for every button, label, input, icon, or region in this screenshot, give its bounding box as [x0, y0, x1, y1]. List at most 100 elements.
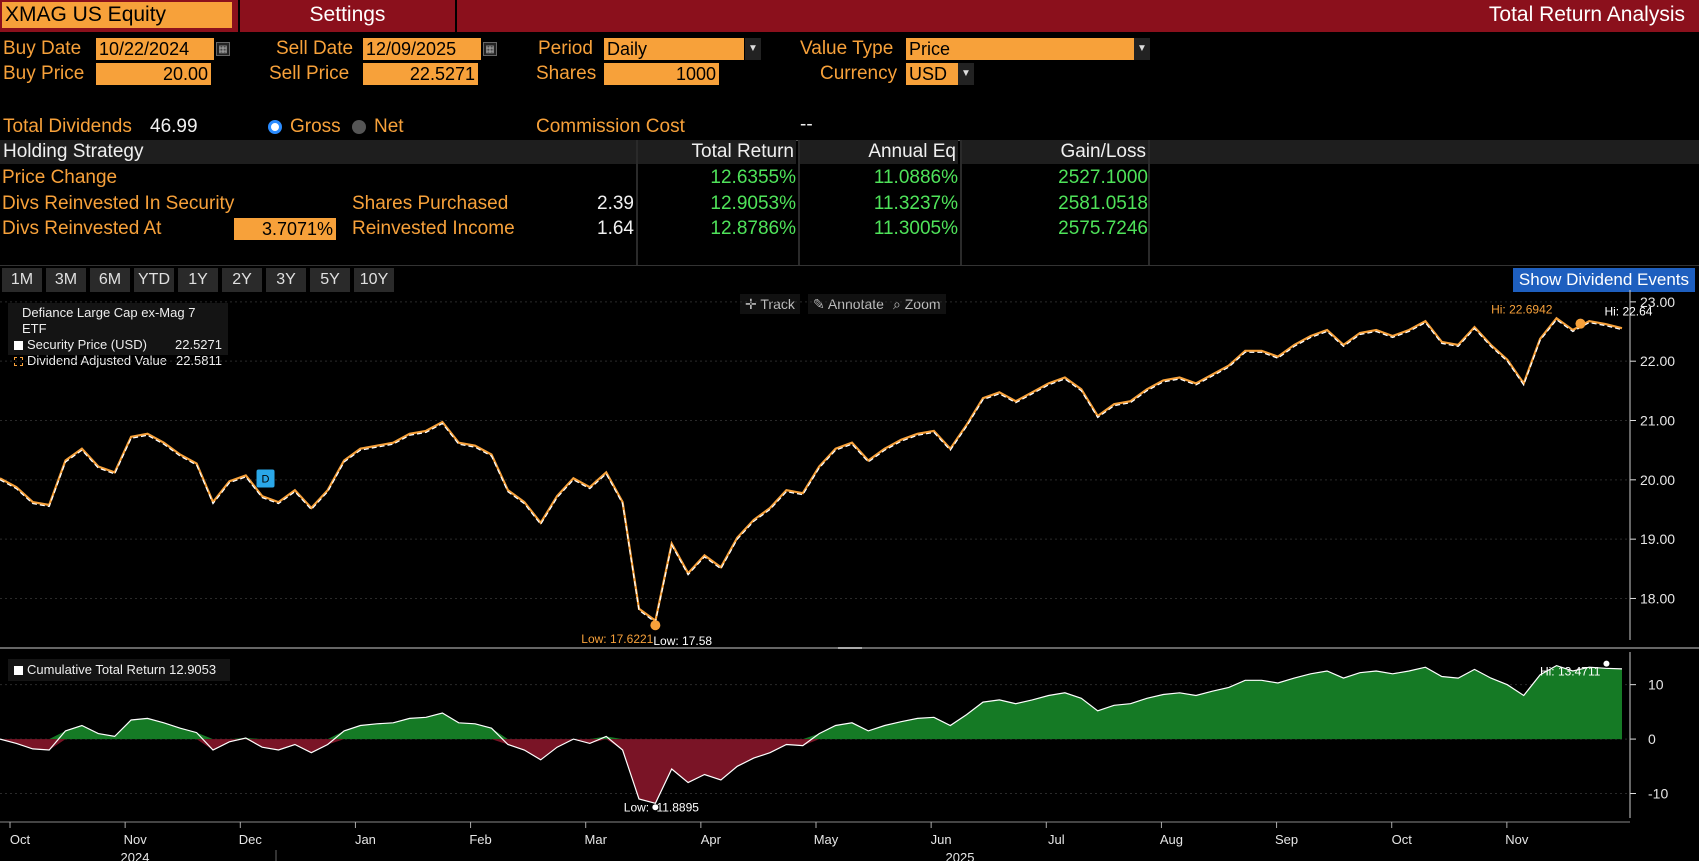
- price-chart-legend: Defiance Large Cap ex-Mag 7 ETF Security…: [8, 303, 228, 368]
- return-high-marker: [1603, 660, 1610, 667]
- y-tick-label: 19.00: [1640, 531, 1675, 547]
- table-cell-annual-eq: 11.3005%: [873, 218, 958, 239]
- legend-series-name: Cumulative Total Return: [27, 662, 166, 677]
- return-chart-legend: Cumulative Total Return 12.9053: [8, 659, 230, 681]
- calendar-icon[interactable]: ▦: [216, 42, 230, 56]
- x-tick-label: Jun: [931, 832, 952, 847]
- range-2y-button[interactable]: 2Y: [222, 268, 262, 292]
- y-tick-label: 20.00: [1640, 472, 1675, 488]
- y-tick-label: 18.00: [1640, 590, 1675, 606]
- sell-date-field[interactable]: 12/09/2025: [363, 38, 481, 60]
- table-cell-gain-loss: 2581.0518: [1058, 193, 1148, 214]
- value-type-select[interactable]: Price: [906, 38, 1134, 60]
- reinvested-income-label: Reinvested Income: [352, 218, 515, 239]
- return-low-label: Low: -11.8895: [624, 800, 699, 814]
- column-divider: [798, 140, 800, 266]
- annotate-label: Annotate: [827, 296, 884, 312]
- table-cell-annual-eq: 11.0886%: [873, 167, 958, 188]
- calendar-icon[interactable]: ▦: [483, 42, 497, 56]
- annotate-tool[interactable]: ✎ Annotate: [808, 294, 889, 314]
- legend-series-name: Dividend Adjusted Value: [27, 353, 167, 368]
- show-dividend-events-button[interactable]: Show Dividend Events: [1512, 268, 1695, 292]
- x-tick-label: Jan: [355, 832, 376, 847]
- legend-swatch: [14, 341, 23, 351]
- y-tick-label: 23.00: [1640, 294, 1675, 310]
- sell-price-label: Sell Price: [269, 63, 350, 84]
- x-tick-label: Aug: [1160, 832, 1183, 847]
- y-tick-label: -10: [1648, 786, 1668, 802]
- settings-tab[interactable]: Settings: [238, 0, 457, 32]
- legend-item: Dividend Adjusted Value 22.5811: [14, 353, 222, 369]
- sell-price-field[interactable]: 22.5271: [363, 63, 478, 85]
- total-dividends-value: 46.99: [150, 116, 198, 137]
- y-tick-label: 0: [1648, 731, 1656, 747]
- low-adjusted-label: Low: 17.6221: [581, 632, 653, 646]
- range-10y-button[interactable]: 10Y: [354, 268, 394, 292]
- buy-date-field[interactable]: 10/22/2024: [96, 38, 214, 60]
- high-point-marker: [1575, 318, 1586, 329]
- y-tick-label: 22.00: [1640, 353, 1675, 369]
- shares-purchased-value: 2.39: [597, 193, 634, 214]
- buy-date-label: Buy Date: [3, 38, 82, 59]
- x-tick-label: Feb: [469, 832, 491, 847]
- ticker-input[interactable]: XMAG US Equity: [2, 2, 232, 28]
- table-cell-gain-loss: 2575.7246: [1058, 218, 1148, 239]
- net-radio[interactable]: [352, 120, 366, 134]
- x-tick-label: Sep: [1275, 832, 1298, 847]
- gross-label: Gross: [290, 116, 341, 137]
- x-year-label: 2024: [121, 850, 150, 861]
- range-5y-button[interactable]: 5Y: [310, 268, 350, 292]
- range-1y-button[interactable]: 1Y: [178, 268, 218, 292]
- header-spacer: [1150, 140, 1699, 164]
- reinvested-income-value: 1.64: [597, 218, 634, 239]
- commission-value: --: [800, 114, 813, 135]
- period-label: Period: [538, 38, 593, 59]
- x-tick-label: Nov: [124, 832, 148, 847]
- x-tick-label: Dec: [239, 832, 263, 847]
- return-area-positive: [0, 665, 1622, 740]
- buy-price-field[interactable]: 20.00: [96, 63, 211, 85]
- x-tick-label: Mar: [585, 832, 608, 847]
- high-adjusted-label: Hi: 22.6942: [1491, 303, 1553, 317]
- range-6m-button[interactable]: 6M: [90, 268, 130, 292]
- track-label: Track: [760, 296, 795, 312]
- legend-item: Security Price (USD) 22.5271: [14, 337, 222, 353]
- range-1m-button[interactable]: 1M: [2, 268, 42, 292]
- header-annual-eq: Annual Eq: [800, 140, 958, 164]
- range-3m-button[interactable]: 3M: [46, 268, 86, 292]
- column-divider: [1148, 140, 1150, 266]
- currency-select[interactable]: USD: [906, 63, 958, 85]
- dividend-adjusted-line: [0, 316, 1623, 623]
- chevron-down-icon[interactable]: ▼: [958, 63, 974, 85]
- legend-swatch: [14, 357, 23, 367]
- sell-date-label: Sell Date: [276, 38, 354, 59]
- legend-series-name: Security Price (USD): [27, 337, 147, 352]
- period-select[interactable]: Daily: [604, 38, 744, 60]
- chevron-down-icon[interactable]: ▼: [745, 38, 761, 60]
- track-tool[interactable]: ✛ Track: [740, 294, 800, 314]
- zoom-label: Zoom: [904, 296, 941, 312]
- low-point-marker: [650, 620, 661, 631]
- x-tick-label: Nov: [1505, 832, 1529, 847]
- range-3y-button[interactable]: 3Y: [266, 268, 306, 292]
- price-y-axis: 23.00 22.00 21.00 20.00 19.00 18.00: [1629, 290, 1675, 640]
- title-bar: [0, 0, 1699, 32]
- strategy-price-change: Price Change: [2, 167, 118, 188]
- reinvest-rate-field[interactable]: 3.7071%: [234, 218, 336, 240]
- zoom-tool[interactable]: ⌕ Zoom: [888, 294, 946, 314]
- legend-swatch: [14, 666, 23, 676]
- chevron-down-icon[interactable]: ▼: [1134, 38, 1150, 60]
- shares-field[interactable]: 1000: [604, 63, 719, 85]
- table-cell-gain-loss: 2527.1000: [1058, 167, 1148, 188]
- x-tick-label: Oct: [1392, 832, 1413, 847]
- column-divider: [636, 140, 638, 266]
- y-tick-label: 10: [1648, 677, 1664, 693]
- pencil-icon: ✎: [813, 296, 825, 312]
- range-ytd-button[interactable]: YTD: [134, 268, 174, 292]
- x-tick-label: Apr: [701, 832, 722, 847]
- table-cell-total-return: 12.9053%: [710, 193, 796, 214]
- gross-radio[interactable]: [268, 120, 282, 134]
- header-total-return: Total Return: [638, 140, 796, 164]
- return-low-marker: [652, 804, 659, 811]
